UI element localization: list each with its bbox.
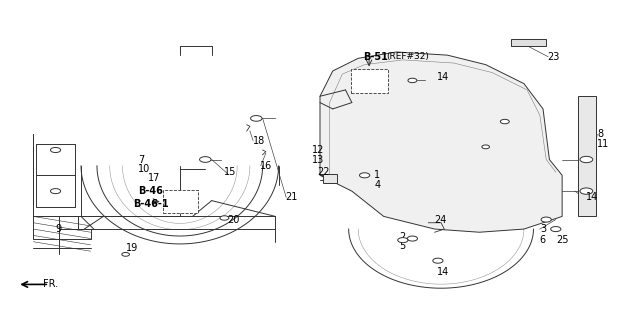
Bar — [323, 174, 337, 183]
Circle shape — [482, 145, 490, 149]
Polygon shape — [320, 52, 562, 232]
Text: 8: 8 — [597, 129, 604, 139]
Circle shape — [51, 147, 61, 152]
Text: 1: 1 — [374, 170, 380, 180]
Text: 15: 15 — [225, 167, 237, 177]
Text: 20: 20 — [228, 215, 240, 225]
Text: 14: 14 — [436, 267, 449, 277]
Bar — [578, 96, 596, 216]
Text: (REF#32): (REF#32) — [387, 52, 429, 61]
Text: 14: 14 — [436, 72, 449, 82]
Text: 11: 11 — [597, 139, 609, 149]
Text: FR.: FR. — [43, 279, 58, 289]
Circle shape — [541, 217, 551, 222]
Circle shape — [550, 226, 561, 232]
Circle shape — [433, 258, 443, 263]
Circle shape — [360, 173, 370, 178]
Text: 24: 24 — [435, 215, 447, 225]
Text: 16: 16 — [259, 161, 272, 171]
Circle shape — [51, 189, 61, 194]
Circle shape — [500, 119, 509, 124]
Text: 25: 25 — [556, 235, 568, 245]
Text: 4: 4 — [374, 180, 380, 190]
Bar — [351, 69, 388, 93]
Circle shape — [250, 115, 262, 121]
Circle shape — [200, 157, 211, 162]
Text: 7: 7 — [138, 154, 145, 165]
Text: 17: 17 — [148, 174, 161, 183]
Circle shape — [122, 252, 129, 256]
Text: 23: 23 — [547, 52, 560, 62]
Bar — [163, 189, 198, 213]
Circle shape — [580, 188, 593, 194]
Text: 18: 18 — [253, 136, 266, 145]
Circle shape — [407, 236, 417, 241]
Text: 12: 12 — [312, 145, 324, 155]
Text: 3: 3 — [540, 224, 546, 234]
Text: 13: 13 — [312, 154, 324, 165]
Text: 22: 22 — [317, 167, 330, 177]
Text: 21: 21 — [285, 192, 298, 203]
Text: B-46-1: B-46-1 — [133, 199, 169, 209]
Text: 19: 19 — [125, 243, 138, 253]
Bar — [511, 39, 546, 46]
Text: 2: 2 — [399, 232, 406, 242]
Circle shape — [580, 156, 593, 163]
Circle shape — [408, 78, 417, 83]
Text: 6: 6 — [540, 235, 546, 245]
Text: B-46: B-46 — [138, 186, 163, 196]
Text: 5: 5 — [399, 241, 406, 251]
Circle shape — [220, 216, 229, 220]
Text: 9: 9 — [56, 224, 61, 234]
Circle shape — [397, 238, 408, 243]
Text: 10: 10 — [138, 164, 150, 174]
Text: B-51: B-51 — [364, 52, 388, 62]
Text: 14: 14 — [586, 192, 598, 203]
